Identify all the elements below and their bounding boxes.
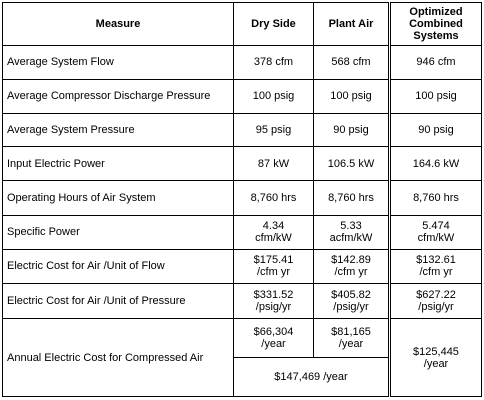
header-optimized: Optimized Combined Systems <box>388 1 482 47</box>
header-row: Measure Dry Side Plant Air Optimized Com… <box>2 1 482 47</box>
value-line1: $132.61 <box>416 254 456 267</box>
measure-cell: Average System Pressure <box>2 112 234 148</box>
header-optimized-line3: Systems <box>413 30 459 43</box>
table-row: Average Compressor Discharge Pressure 10… <box>2 78 482 114</box>
value-unit: /psig/yr <box>255 301 292 314</box>
value-line1: 5.474 <box>422 220 450 233</box>
table-row: Electric Cost for Air /Unit of Flow $175… <box>2 248 482 285</box>
measure-cell: Average Compressor Discharge Pressure <box>2 78 234 114</box>
dry-side-cell: $175.41 /cfm yr <box>233 248 314 285</box>
measure-cell: Electric Cost for Air /Unit of Flow <box>2 248 234 285</box>
dry-side-cell: 100 psig <box>233 78 314 114</box>
value-unit: acfm/kW <box>329 232 373 245</box>
dry-side-cell: 87 kW <box>233 146 314 182</box>
table-row: Electric Cost for Air /Unit of Pressure … <box>2 283 482 320</box>
table-row: Average System Pressure 95 psig 90 psig … <box>2 112 482 148</box>
plant-air-cell: 100 psig <box>313 78 390 114</box>
value-line1: $142.89 <box>331 254 371 267</box>
value-unit: /psig/yr <box>418 301 454 314</box>
optimized-cell: $132.61 /cfm yr <box>388 248 482 285</box>
measure-cell: Electric Cost for Air /Unit of Pressure <box>2 283 234 320</box>
value-line1: $175.41 <box>253 254 294 267</box>
value-line1: $627.22 <box>416 289 456 302</box>
header-optimized-line1: Optimized <box>409 6 463 19</box>
header-optimized-line2: Combined <box>409 18 463 31</box>
optimized-cell: 8,760 hrs <box>388 180 482 216</box>
value-unit: /cfm yr <box>419 266 453 279</box>
optimized-cell: $125,445 /year <box>388 318 482 397</box>
combined-cost-cell: $147,469 /year <box>233 356 390 398</box>
dry-side-cell: $66,304 /year <box>233 318 314 358</box>
value-line1: 5.33 <box>340 220 362 233</box>
plant-air-cell: 5.33 acfm/kW <box>313 214 390 250</box>
value-line1: $125,445 <box>413 345 459 358</box>
plant-air-cell: $81,165 /year <box>313 318 390 358</box>
plant-air-cell: 8,760 hrs <box>313 180 390 216</box>
value-unit: /year <box>338 337 364 350</box>
table-row: Average System Flow 378 cfm 568 cfm 946 … <box>2 45 482 80</box>
annual-combined-row: $147,469 /year <box>3 356 482 398</box>
value-unit: /cfm yr <box>334 266 368 279</box>
measure-cell: Operating Hours of Air System <box>2 180 234 216</box>
value-unit: /psig/yr <box>333 301 369 314</box>
value-line1: $66,304 <box>253 325 294 338</box>
value-unit: /cfm yr <box>257 266 290 279</box>
header-measure: Measure <box>2 1 234 47</box>
dry-side-cell: 378 cfm <box>233 45 314 80</box>
table-row: Operating Hours of Air System 8,760 hrs … <box>2 180 482 216</box>
optimized-cell: 90 psig <box>388 112 482 148</box>
measure-cell: Average System Flow <box>2 45 234 80</box>
optimized-cell: 164.6 kW <box>388 146 482 182</box>
value-line1: $405.82 <box>331 289 371 302</box>
optimized-cell: $627.22 /psig/yr <box>388 283 482 320</box>
value-unit: cfm/kW <box>255 232 292 245</box>
measure-cell: Input Electric Power <box>2 146 234 182</box>
value-line1: $331.52 <box>253 289 294 302</box>
value-line1: 4.34 <box>262 220 285 233</box>
dry-side-cell: 8,760 hrs <box>233 180 314 216</box>
dry-side-cell: $331.52 /psig/yr <box>233 283 314 320</box>
annual-cost-row: Annual Electric Cost for Compressed Air … <box>2 318 482 397</box>
header-dry-side: Dry Side <box>233 1 314 47</box>
header-plant-air: Plant Air <box>313 1 390 47</box>
dry-side-cell: 4.34 cfm/kW <box>233 214 314 250</box>
measure-cell: Annual Electric Cost for Compressed Air <box>2 318 234 397</box>
measure-cell: Specific Power <box>2 214 234 250</box>
dry-side-cell: 95 psig <box>233 112 314 148</box>
optimized-cell: 5.474 cfm/kW <box>388 214 482 250</box>
optimized-cell: 946 cfm <box>388 45 482 80</box>
plant-air-cell: 568 cfm <box>313 45 390 80</box>
plant-air-cell: $142.89 /cfm yr <box>313 248 390 285</box>
plant-air-cell: $405.82 /psig/yr <box>313 283 390 320</box>
value-line1: $81,165 <box>331 325 371 338</box>
value-unit: cfm/kW <box>417 232 455 245</box>
value-unit: /year <box>261 337 286 350</box>
table-row: Input Electric Power 87 kW 106.5 kW 164.… <box>2 146 482 182</box>
plant-air-cell: 90 psig <box>313 112 390 148</box>
table-row: Specific Power 4.34 cfm/kW 5.33 acfm/kW … <box>2 214 482 250</box>
optimized-cell: 100 psig <box>388 78 482 114</box>
value-unit: /year <box>423 357 449 370</box>
plant-air-cell: 106.5 kW <box>313 146 390 182</box>
